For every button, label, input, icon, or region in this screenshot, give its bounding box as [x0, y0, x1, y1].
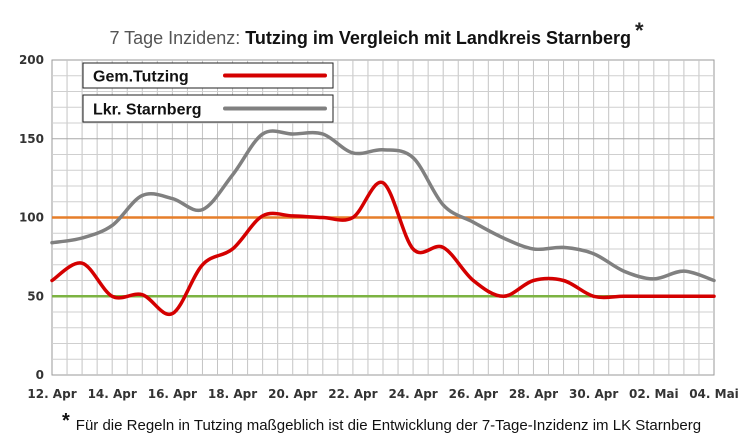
y-tick-label: 100: [19, 211, 44, 225]
x-tick-label: 28. Apr: [509, 387, 558, 401]
x-tick-label: 30. Apr: [569, 387, 618, 401]
series-lines: [50, 129, 716, 317]
y-tick-label: 200: [19, 53, 44, 67]
series-line-lkr-starnberg: [50, 129, 716, 283]
x-axis-ticks: 12. Apr 14. Apr 16. Apr 18. Apr 20. Apr 22. A…: [27, 387, 738, 401]
chart-legend: Gem.Tutzing Lkr. Starnberg: [82, 62, 334, 123]
x-tick-label: 22. Apr: [328, 387, 377, 401]
x-tick-label: 04. Mai: [689, 387, 739, 401]
x-tick-label: 18. Apr: [208, 387, 257, 401]
x-tick-label: 14. Apr: [88, 387, 137, 401]
y-tick-label: 150: [19, 132, 44, 146]
footnote-text: Für die Regeln in Tutzing maßgeblich ist…: [75, 417, 702, 434]
legend-label: Gem.Tutzing: [93, 69, 189, 86]
chart-title-marker: *: [634, 18, 644, 43]
footnote-marker: *: [62, 410, 70, 432]
legend-label: Lkr. Starnberg: [93, 102, 201, 119]
chart-title-main: Tutzing im Vergleich mit Landkreis Starn…: [245, 28, 631, 48]
x-tick-label: 24. Apr: [388, 387, 437, 401]
y-tick-label: 50: [27, 289, 44, 303]
chart-title: 7 Tage Inzidenz: Tutzing im Vergleich mi…: [0, 18, 753, 49]
series-line-gem-tutzing: [50, 180, 716, 317]
x-tick-label: 02. Mai: [629, 387, 679, 401]
y-tick-label: 0: [36, 368, 44, 382]
x-tick-label: 12. Apr: [27, 387, 76, 401]
x-tick-label: 16. Apr: [148, 387, 197, 401]
x-tick-label: 26. Apr: [449, 387, 498, 401]
chart-title-prefix: 7 Tage Inzidenz:: [109, 28, 241, 48]
footnote: * Für die Regeln in Tutzing maßgeblich is…: [62, 410, 701, 434]
y-axis-ticks: 0 50 100 150 200: [19, 53, 44, 382]
x-tick-label: 20. Apr: [268, 387, 317, 401]
